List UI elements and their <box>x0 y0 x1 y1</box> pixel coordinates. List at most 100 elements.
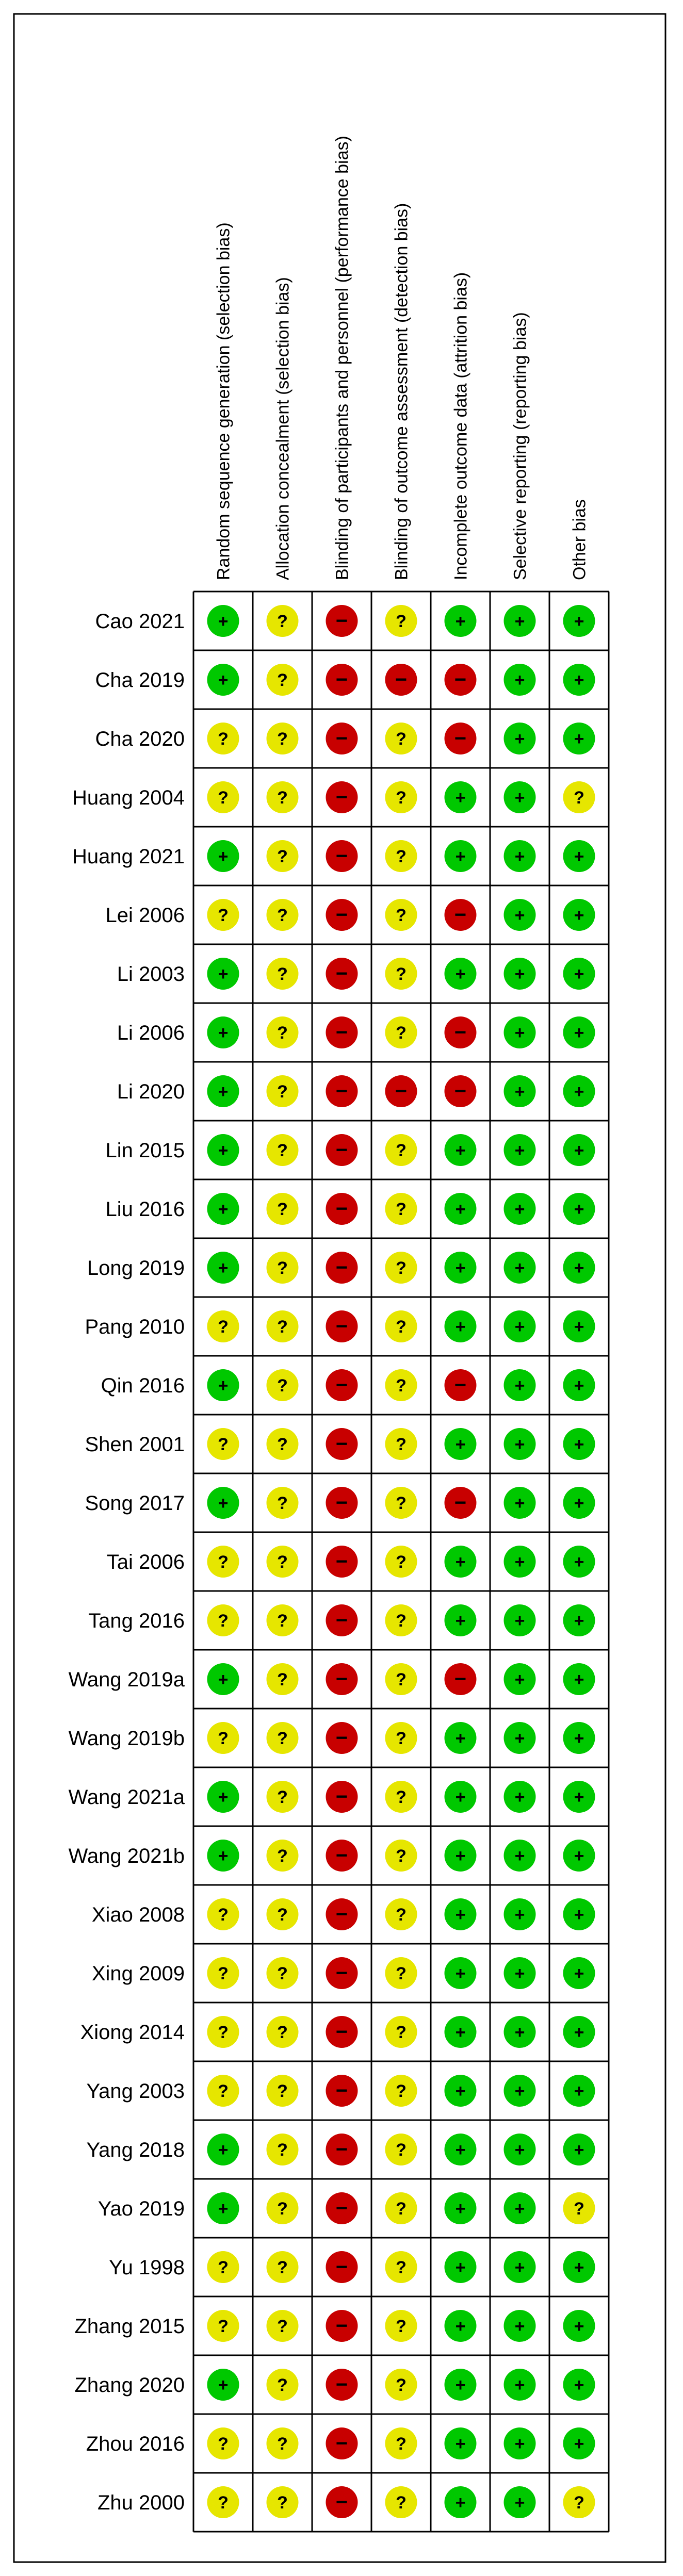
judgement-high: − <box>326 1546 358 1578</box>
judgement-unclear: ? <box>207 1428 239 1460</box>
low-risk-symbol: + <box>515 2081 525 2101</box>
high-risk-symbol: − <box>395 668 407 691</box>
high-risk-circle <box>326 1193 358 1225</box>
high-risk-symbol: − <box>336 668 348 691</box>
low-risk-symbol: + <box>456 847 466 866</box>
judgement-low: + <box>207 958 239 990</box>
judgement-low: + <box>503 1957 536 1989</box>
judgement-low: + <box>503 1075 536 1107</box>
judgement-low: + <box>444 781 477 813</box>
low-risk-circle <box>503 1898 536 1930</box>
low-risk-circle <box>444 1898 477 1930</box>
high-risk-circle <box>326 1957 358 1989</box>
low-risk-symbol: + <box>574 964 584 984</box>
judgement-unclear: ? <box>385 2192 417 2224</box>
unclear-risk-circle <box>266 781 299 813</box>
judgement-low: + <box>503 2251 536 2283</box>
judgement-low: + <box>503 2016 536 2048</box>
judgement-unclear: ? <box>385 1781 417 1813</box>
judgement-low: + <box>503 1193 536 1225</box>
low-risk-symbol: + <box>574 1729 584 1748</box>
unclear-risk-circle <box>385 723 417 754</box>
high-risk-circle <box>326 1546 358 1578</box>
judgement-low: + <box>563 2134 595 2165</box>
judgement-low: + <box>503 1898 536 1930</box>
unclear-risk-symbol: ? <box>396 788 406 808</box>
low-risk-symbol: + <box>218 1787 229 1807</box>
low-risk-circle <box>503 2427 536 2459</box>
low-risk-symbol: + <box>218 1494 229 1513</box>
unclear-risk-symbol: ? <box>218 1905 229 1925</box>
judgement-high: − <box>444 1487 477 1519</box>
judgement-unclear: ? <box>207 1722 239 1754</box>
judgement-low: + <box>444 1252 477 1284</box>
judgement-low: + <box>563 2427 595 2459</box>
low-risk-symbol: + <box>574 1317 584 1337</box>
judgement-low: + <box>503 1428 536 1460</box>
judgement-low: + <box>563 1840 595 1872</box>
judgement-low: + <box>444 1722 477 1754</box>
low-risk-circle <box>444 1957 477 1989</box>
judgement-unclear: ? <box>385 1487 417 1519</box>
unclear-risk-symbol: ? <box>396 1787 406 1807</box>
low-risk-circle <box>563 2251 595 2283</box>
judgement-unclear: ? <box>266 1487 299 1519</box>
unclear-risk-circle <box>207 1604 239 1636</box>
high-risk-circle <box>326 2134 358 2165</box>
unclear-risk-circle <box>266 1369 299 1401</box>
low-risk-circle <box>503 1663 536 1695</box>
low-risk-circle <box>503 781 536 813</box>
judgement-low: + <box>563 2075 595 2107</box>
low-risk-symbol: + <box>515 1317 525 1337</box>
low-risk-symbol: + <box>515 2258 525 2277</box>
judgement-low: + <box>503 664 536 696</box>
judgement-unclear: ? <box>207 723 239 754</box>
judgement-low: + <box>503 2075 536 2107</box>
judgement-high: − <box>444 1075 477 1107</box>
unclear-risk-symbol: ? <box>396 2199 406 2219</box>
low-risk-symbol: + <box>515 729 525 749</box>
unclear-risk-symbol: ? <box>396 2375 406 2395</box>
study-label: Lin 2015 <box>106 1139 185 1162</box>
high-risk-circle <box>326 958 358 990</box>
unclear-risk-circle <box>385 1134 417 1166</box>
unclear-risk-circle <box>266 1016 299 1048</box>
unclear-risk-symbol: ? <box>218 2081 229 2101</box>
judgement-low: + <box>503 2486 536 2518</box>
low-risk-circle <box>503 2016 536 2048</box>
unclear-risk-circle <box>385 1546 417 1578</box>
low-risk-symbol: + <box>456 1729 466 1748</box>
judgement-unclear: ? <box>266 1310 299 1342</box>
high-risk-circle <box>326 1016 358 1048</box>
judgement-low: + <box>444 2369 477 2401</box>
high-risk-circle <box>326 1722 358 1754</box>
low-risk-circle <box>563 2134 595 2165</box>
unclear-risk-circle <box>385 1781 417 1813</box>
low-risk-circle <box>503 2134 536 2165</box>
judgement-low: + <box>207 1663 239 1695</box>
unclear-risk-symbol: ? <box>396 2317 406 2336</box>
low-risk-circle <box>444 1252 477 1284</box>
judgement-low: + <box>444 1310 477 1342</box>
low-risk-symbol: + <box>218 2140 229 2160</box>
unclear-risk-circle <box>266 899 299 931</box>
judgement-low: + <box>444 1781 477 1813</box>
unclear-risk-symbol: ? <box>396 1905 406 1925</box>
high-risk-circle <box>326 899 358 931</box>
high-risk-symbol: − <box>336 1374 348 1397</box>
judgement-unclear: ? <box>385 2016 417 2048</box>
low-risk-circle <box>563 1310 595 1342</box>
low-risk-symbol: + <box>456 1258 466 1278</box>
judgement-unclear: ? <box>266 2369 299 2401</box>
low-risk-symbol: + <box>456 612 466 631</box>
high-risk-symbol: − <box>336 1197 348 1220</box>
low-risk-circle <box>503 2192 536 2224</box>
unclear-risk-symbol: ? <box>396 2023 406 2042</box>
high-risk-circle <box>326 2427 358 2459</box>
low-risk-circle <box>444 1428 477 1460</box>
low-risk-symbol: + <box>515 788 525 808</box>
unclear-risk-circle <box>266 1134 299 1166</box>
judgement-low: + <box>207 1134 239 1166</box>
judgement-unclear: ? <box>266 2192 299 2224</box>
high-risk-circle <box>326 664 358 696</box>
